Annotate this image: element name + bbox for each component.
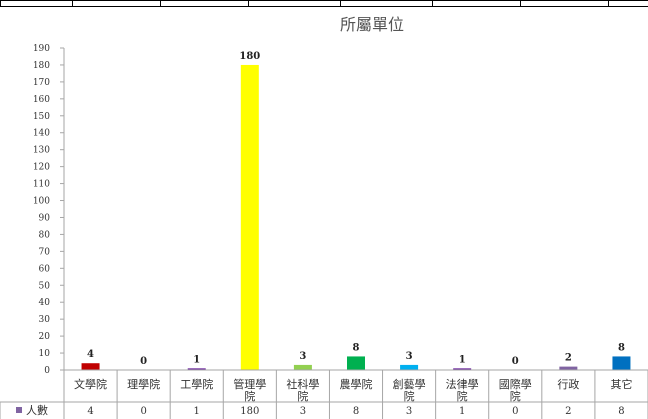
y-tick-label: 120	[33, 163, 50, 173]
data-label: 0	[512, 356, 519, 367]
category-label-line: 院	[297, 389, 308, 403]
table-value: 3	[406, 406, 412, 417]
table-value: 3	[300, 406, 306, 417]
bar	[187, 368, 206, 370]
chart-title: 所屬單位	[340, 15, 404, 34]
table-value: 0	[512, 406, 518, 417]
table-value: 8	[618, 406, 624, 417]
bar	[240, 64, 259, 371]
bar	[453, 368, 472, 370]
bar	[347, 356, 365, 370]
data-label: 3	[406, 351, 413, 362]
y-tick-label: 0	[44, 366, 50, 376]
category-label: 管理學院	[233, 377, 266, 403]
category-label-line: 農學院	[340, 377, 373, 391]
category-label-line: 其它	[610, 377, 632, 391]
category-label: 文學院	[74, 377, 107, 391]
y-tick-label: 70	[39, 247, 51, 257]
y-tick-label: 10	[39, 349, 51, 359]
bars	[81, 64, 631, 371]
y-tick-label: 110	[33, 180, 50, 190]
category-label-line: 國際學	[499, 378, 532, 391]
table-value: 1	[459, 406, 465, 417]
y-tick-label: 140	[33, 129, 50, 139]
y-tick-label: 90	[39, 213, 51, 223]
y-tick-label: 160	[33, 95, 50, 105]
category-label-line: 創藝學	[393, 377, 426, 391]
data-label: 3	[299, 351, 306, 362]
category-label-line: 工學院	[180, 377, 213, 391]
category-label-line: 院	[510, 389, 521, 403]
legend-swatch	[16, 407, 22, 413]
category-label: 創藝學院	[393, 377, 426, 403]
category-label-line: 文學院	[74, 377, 107, 391]
category-label: 法律學院	[446, 377, 479, 403]
y-tick-label: 100	[33, 197, 50, 207]
data-label: 4	[87, 349, 94, 360]
table-value: 1	[194, 406, 200, 417]
y-tick-label: 150	[33, 112, 50, 122]
data-label: 2	[565, 353, 572, 364]
table-value: 2	[565, 406, 571, 417]
category-label-line: 法律學	[446, 377, 479, 391]
data-table: 人數 4 0 1 180 3 8 3 1 0 2 8	[0, 369, 648, 419]
legend-series-name: 人數	[26, 404, 48, 417]
category-label-line: 行政	[557, 377, 579, 391]
category-label-line: 理學院	[127, 377, 160, 391]
category-label-line: 院	[244, 389, 255, 403]
category-label-line: 管理學	[233, 377, 266, 391]
category-label: 國際學院	[499, 378, 532, 403]
category-label: 工學院	[180, 377, 213, 391]
y-tick-label: 180	[33, 61, 50, 71]
bar	[400, 364, 419, 370]
y-tick-label: 170	[33, 78, 50, 88]
data-label: 0	[140, 356, 147, 367]
category-label-line: 院	[404, 389, 415, 403]
category-label: 行政	[557, 377, 579, 391]
category-label: 其它	[610, 377, 632, 391]
bar	[559, 366, 578, 370]
category-label: 農學院	[340, 377, 373, 391]
y-tick-labels: 0 10 20 30 40 50 60 70 80 90 100 110 120 130 140 150 160…	[33, 44, 64, 376]
y-tick-label: 40	[39, 298, 51, 308]
data-label: 8	[353, 342, 360, 353]
y-tick-label: 30	[39, 315, 51, 325]
data-label: 1	[459, 354, 466, 365]
data-labels: 4 0 1 180 3 8 3 1 0 2 8	[87, 51, 625, 367]
table-value: 180	[240, 406, 259, 417]
data-label: 180	[239, 51, 260, 62]
category-label: 理學院	[127, 377, 160, 391]
y-tick-label: 80	[39, 230, 51, 240]
category-label: 社科學院	[286, 377, 319, 403]
bar	[81, 363, 100, 370]
table-value: 0	[140, 406, 146, 417]
table-value: 8	[353, 406, 359, 417]
category-label-line: 院	[457, 389, 468, 403]
bar	[293, 364, 312, 370]
table-value: 4	[87, 406, 93, 417]
y-tick-label: 130	[33, 146, 50, 156]
data-label: 1	[193, 354, 200, 365]
category-label-line: 社科學	[286, 377, 319, 391]
bar	[612, 356, 631, 370]
y-tick-label: 20	[39, 332, 51, 342]
y-tick-label: 60	[39, 264, 51, 274]
data-table-frame	[0, 0, 648, 7]
data-label: 8	[618, 342, 625, 353]
y-tick-label: 50	[39, 281, 51, 291]
y-tick-label: 190	[33, 44, 50, 54]
